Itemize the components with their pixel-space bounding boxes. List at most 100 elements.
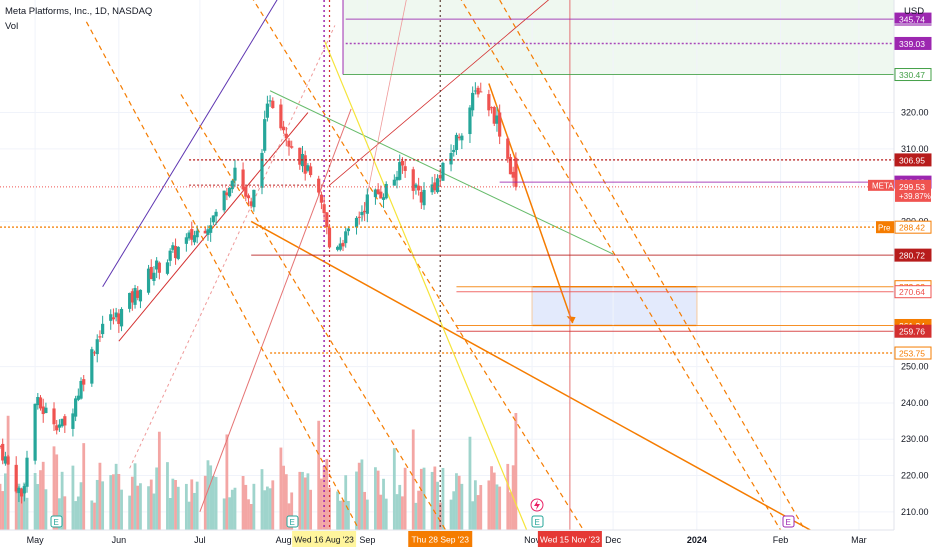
volume-bar xyxy=(109,475,113,530)
date-flag-text: Thu 28 Sep '23 xyxy=(412,535,470,545)
price-label-tag[interactable] xyxy=(894,285,932,299)
fan-line xyxy=(180,94,447,531)
earnings-marker-icon[interactable]: E xyxy=(286,515,299,528)
premarket-badge[interactable] xyxy=(876,221,894,234)
volume-bar xyxy=(317,420,321,530)
volume-bar xyxy=(55,454,59,530)
candle-body xyxy=(152,272,156,281)
premarket-price-tag[interactable] xyxy=(894,220,932,234)
volume-bar xyxy=(233,487,237,530)
earnings-marker-icon[interactable]: E xyxy=(531,515,544,528)
symbol-badge[interactable] xyxy=(868,179,894,191)
candle-body xyxy=(6,456,10,465)
volume-bar xyxy=(139,483,142,530)
volume-bar xyxy=(457,475,461,530)
candle-body xyxy=(233,167,237,181)
volume-bar xyxy=(403,467,407,530)
svg-text:E: E xyxy=(535,518,540,527)
time-tick-label: 2024 xyxy=(687,535,707,545)
volume-bar xyxy=(487,480,491,530)
candle-body xyxy=(346,228,351,232)
volume-bar xyxy=(322,465,326,530)
volume-bar xyxy=(155,467,159,530)
candle-body xyxy=(55,425,59,431)
volume-bar xyxy=(325,458,329,530)
volume-bar xyxy=(4,473,7,530)
candle-body xyxy=(495,115,499,124)
fan-line xyxy=(252,0,584,531)
candle-body xyxy=(433,182,437,191)
price-label-tag[interactable] xyxy=(894,248,932,262)
candle-body xyxy=(287,140,291,147)
volume-bar xyxy=(79,482,83,530)
candle-body xyxy=(471,92,475,111)
chart-title: Meta Platforms, Inc., 1D, NASDAQ xyxy=(5,6,152,17)
earnings-marker-icon[interactable]: E xyxy=(50,515,63,528)
volume-bar xyxy=(120,489,123,530)
volume-bar xyxy=(298,471,302,530)
candle-body xyxy=(98,336,102,338)
currency-label[interactable]: USD xyxy=(904,6,924,17)
volume-bar xyxy=(338,500,342,530)
dashed-diagonal xyxy=(129,25,336,469)
price-label-text: 330.47 xyxy=(899,70,925,80)
candle-body xyxy=(392,179,396,186)
volume-bar xyxy=(193,492,196,530)
candle-body xyxy=(508,157,513,175)
volume-bar xyxy=(41,461,45,530)
price-label-tag[interactable] xyxy=(894,68,932,82)
current-price-badge[interactable] xyxy=(895,179,931,202)
price-axis-labels: 345.74339.03330.47306.95300.83280.72272.… xyxy=(868,12,932,360)
price-label-text: 259.76 xyxy=(899,327,925,337)
time-tick-label: Mar xyxy=(851,535,867,545)
price-label-tag[interactable] xyxy=(894,36,932,50)
candle-body xyxy=(71,413,75,429)
date-flag[interactable] xyxy=(537,531,602,547)
candle-body xyxy=(128,292,132,309)
candle-body xyxy=(133,288,137,305)
candle-body xyxy=(398,162,402,180)
price-label-tag[interactable] xyxy=(894,12,932,26)
volume-bar xyxy=(271,480,275,530)
current-change-text: +39.87% xyxy=(899,192,931,201)
candle-body xyxy=(190,229,194,240)
candle-body xyxy=(136,290,140,298)
candle-body xyxy=(338,243,342,250)
candle-body xyxy=(195,230,199,238)
volume-bar xyxy=(376,470,380,530)
candle-body xyxy=(171,245,175,250)
price-label-tag[interactable] xyxy=(894,153,932,167)
candle-body xyxy=(184,237,188,244)
candle-body xyxy=(452,149,456,153)
volume-bar xyxy=(347,500,350,530)
price-axis[interactable] xyxy=(894,0,932,530)
svg-text:E: E xyxy=(54,518,59,527)
candle-body xyxy=(114,312,118,318)
volume-indicator-label[interactable]: Vol xyxy=(5,21,18,32)
candle-body xyxy=(419,191,423,203)
candle-body xyxy=(265,103,269,118)
volume-bar xyxy=(98,462,102,530)
time-tick-label: Aug xyxy=(276,535,292,545)
date-flags: Wed 16 Aug '23 Thu 28 Sep '23 Wed 15 Nov '… xyxy=(292,531,602,547)
volume-bar xyxy=(114,463,118,530)
price-label-tag[interactable] xyxy=(894,324,932,338)
candle-body xyxy=(225,192,229,196)
candle-body xyxy=(441,162,445,181)
price-levels xyxy=(0,18,894,354)
candle-body xyxy=(149,266,153,280)
date-flag[interactable] xyxy=(408,531,473,547)
date-flag[interactable] xyxy=(292,531,357,547)
volume-bar xyxy=(365,499,369,530)
volume-bar xyxy=(222,498,226,530)
candle-body xyxy=(206,229,210,235)
date-flag-text: Wed 15 Nov '23 xyxy=(540,535,600,545)
candle-body xyxy=(227,187,232,197)
price-label-tag[interactable] xyxy=(894,346,932,360)
volume-bar xyxy=(247,499,250,530)
earnings-marker-icon[interactable]: E xyxy=(782,515,795,528)
volume-bar xyxy=(133,463,137,530)
lightning-icon[interactable] xyxy=(530,498,544,512)
volume-bar xyxy=(128,495,132,530)
